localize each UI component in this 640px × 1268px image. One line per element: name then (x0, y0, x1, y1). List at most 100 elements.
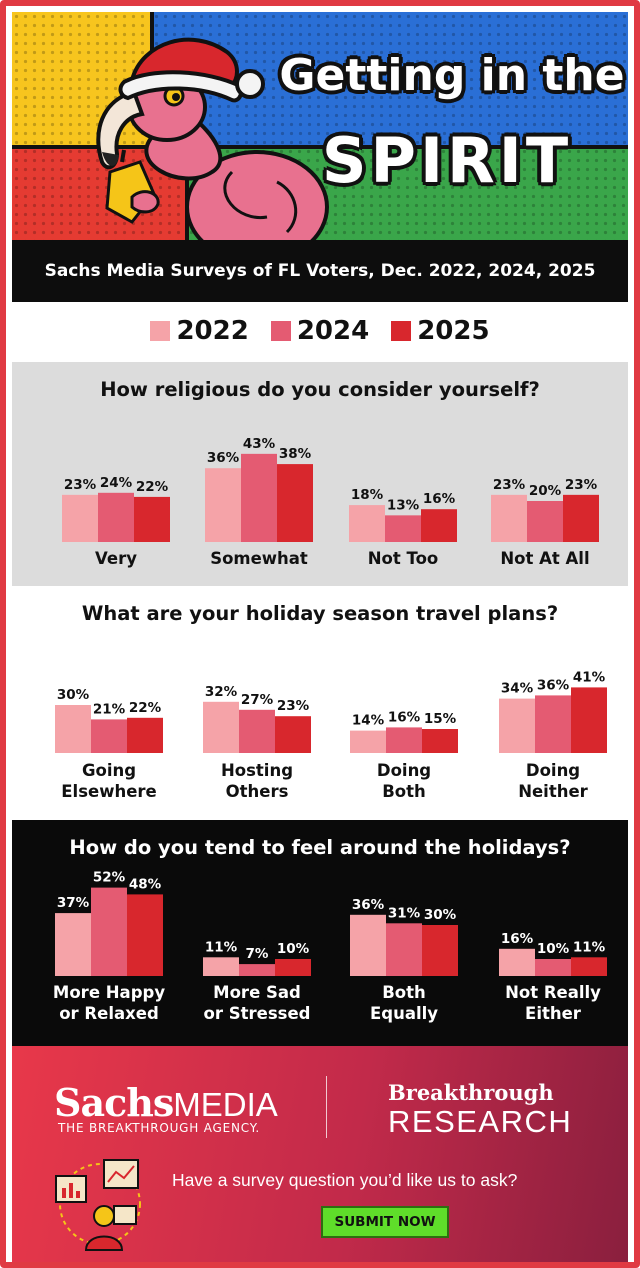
travel-section: What are your holiday season travel plan… (12, 586, 628, 820)
bar-1-1-2024 (239, 709, 275, 753)
feelings-chart: 37%52% 48% More Happy or Relaxed 11% 7% 10% Mor… (53, 870, 607, 1023)
value-label-1-3-2024: 36% (537, 677, 570, 693)
value-label-2-0-2024: 52% (93, 870, 126, 886)
feelings-question: How do you tend to feel around the holid… (69, 836, 571, 859)
value-label-2-0-2022: 37% (57, 895, 90, 911)
bar-1-0-2024 (91, 719, 127, 753)
bar-0-3-2022 (491, 494, 527, 542)
value-label-1-1-2022: 32% (205, 684, 238, 700)
category-label-0-2: Not Too (368, 549, 439, 568)
category-label-1-3: Neither (518, 782, 588, 801)
value-label-1-1-2025: 23% (277, 698, 310, 714)
sachs-media-logo: SachsMEDIA (54, 1080, 278, 1125)
legend-item-2024: 2024 (270, 316, 369, 346)
legend-item-2022: 2022 (150, 316, 249, 346)
bar-0-3-2025 (563, 494, 599, 542)
value-label-1-0-2022: 30% (57, 687, 90, 703)
value-label-0-1-2025: 38% (279, 446, 312, 462)
travel-chart: 30%21% 22% Going Elsewhere 32% 27% 23% Hosting O… (55, 669, 607, 801)
bar-1-3-2022 (499, 698, 535, 753)
value-label-1-2-2022: 14% (352, 713, 385, 729)
value-label-0-1-2022: 36% (207, 450, 240, 466)
bar-1-1-2022 (203, 701, 239, 753)
category-label-1-1: Hosting (221, 761, 293, 780)
category-label-1-0: Going (82, 761, 136, 780)
category-label-2-3: Not Really (505, 983, 601, 1002)
legend-swatch-2025 (391, 321, 412, 341)
bar-1-0-2025 (127, 717, 163, 753)
travel-question: What are your holiday season travel plan… (81, 602, 559, 625)
logo-sachs: Sachs (54, 1080, 174, 1125)
feelings-section: How do you tend to feel around the holid… (12, 820, 628, 1046)
value-label-2-2-2024: 31% (388, 905, 421, 921)
brand-tagline: THE BREAKTHROUGH AGENCY. (58, 1121, 261, 1135)
submit-now-button[interactable]: SUBMIT NOW (321, 1206, 449, 1238)
value-label-0-2-2025: 16% (423, 491, 456, 507)
value-label-2-3-2024: 10% (537, 941, 570, 957)
category-label-2-2: Both (382, 983, 426, 1002)
cta-text: Have a survey question you’d like us to … (172, 1170, 518, 1190)
bar-1-2-2022 (350, 730, 386, 753)
flamingo-illustration (96, 37, 329, 240)
hero-title-line1: Getting in the (279, 50, 625, 101)
category-label-2-3: Either (525, 1004, 582, 1023)
hero-banner: Getting in the SPIRIT (12, 12, 628, 240)
legend: 2022 2024 2025 (12, 306, 628, 356)
value-label-1-0-2025: 22% (129, 700, 162, 716)
category-label-0-3: Not At All (500, 549, 589, 568)
survey-icon (55, 1159, 141, 1251)
value-label-2-3-2022: 16% (501, 931, 534, 947)
value-label-0-2-2022: 18% (351, 487, 384, 503)
bar-0-0-2025 (134, 496, 170, 542)
value-label-1-3-2022: 34% (501, 681, 534, 697)
bar-0-0-2022 (62, 494, 98, 542)
category-label-2-2: Equally (370, 1004, 438, 1023)
hero-title-line2: SPIRIT (321, 124, 573, 197)
bar-0-1-2024 (241, 453, 277, 542)
legend-item-2025: 2025 (391, 316, 490, 346)
value-label-0-0-2025: 22% (136, 479, 169, 495)
bar-0-1-2025 (277, 464, 313, 542)
category-label-2-1: or Stressed (204, 1004, 311, 1023)
category-label-0-1: Somewhat (210, 549, 308, 568)
value-label-2-1-2022: 11% (205, 939, 238, 955)
logo-media: MEDIA (173, 1086, 278, 1123)
value-label-2-3-2025: 11% (573, 939, 606, 955)
category-label-1-3: Doing (526, 761, 580, 780)
category-label-2-0: or Relaxed (59, 1004, 159, 1023)
legend-label-2025: 2025 (417, 316, 490, 346)
bar-0-2-2024 (385, 515, 421, 542)
value-label-1-0-2024: 21% (93, 701, 126, 717)
value-label-1-2-2025: 15% (424, 711, 457, 727)
legend-label-2022: 2022 (176, 316, 249, 346)
subtitle: Sachs Media Surveys of FL Voters, Dec. 2… (44, 261, 596, 281)
category-label-1-1: Others (226, 782, 289, 801)
hero-panel-red (12, 147, 187, 240)
bar-2-1-2024 (239, 964, 275, 976)
footer: SachsMEDIA THE BREAKTHROUGH AGENCY. Brea… (12, 1046, 628, 1262)
bar-2-3-2024 (535, 959, 571, 976)
value-label-2-1-2024: 7% (246, 946, 269, 962)
category-label-1-2: Both (382, 782, 426, 801)
value-label-0-3-2025: 23% (565, 477, 598, 493)
bar-1-3-2025 (571, 687, 607, 753)
bar-0-0-2024 (98, 492, 134, 542)
bar-2-0-2022 (55, 913, 91, 976)
category-label-1-0: Elsewhere (61, 782, 156, 801)
research-logo: RESEARCH (388, 1104, 573, 1139)
brand-divider (326, 1076, 327, 1138)
value-label-1-2-2024: 16% (388, 709, 421, 725)
bar-1-2-2025 (422, 729, 458, 753)
religion-question: How religious do you consider yourself? (100, 378, 540, 401)
value-label-2-2-2025: 30% (424, 907, 457, 923)
breakthrough-logo: Breakthrough (388, 1080, 554, 1105)
value-label-1-3-2025: 41% (573, 669, 606, 685)
bar-2-3-2022 (499, 948, 535, 976)
value-label-0-3-2022: 23% (493, 477, 526, 493)
bar-2-3-2025 (571, 957, 607, 976)
bar-1-3-2024 (535, 695, 571, 753)
bar-2-2-2024 (386, 923, 422, 976)
bar-1-2-2024 (386, 727, 422, 753)
